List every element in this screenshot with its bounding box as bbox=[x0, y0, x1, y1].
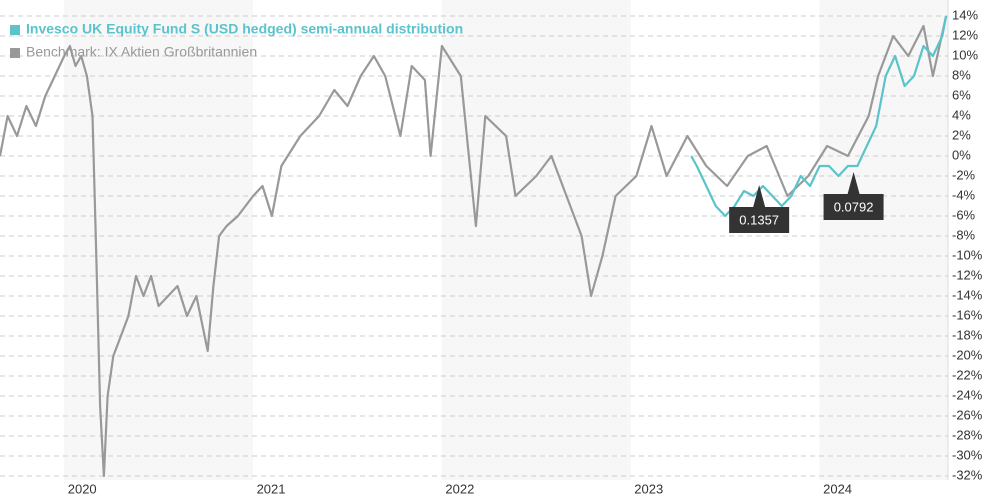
y-tick-label: -16% bbox=[952, 307, 983, 322]
annotation-label: 0.1357 bbox=[739, 212, 779, 227]
y-tick-label: -4% bbox=[952, 187, 976, 202]
y-tick-label: 4% bbox=[952, 107, 971, 122]
y-tick-label: -26% bbox=[952, 407, 983, 422]
x-tick-label: 2021 bbox=[257, 481, 286, 496]
legend-swatch bbox=[10, 48, 20, 58]
y-tick-label: 6% bbox=[952, 87, 971, 102]
y-tick-label: 8% bbox=[952, 67, 971, 82]
y-tick-label: -2% bbox=[952, 167, 976, 182]
y-tick-label: -8% bbox=[952, 227, 976, 242]
y-tick-label: -32% bbox=[952, 467, 983, 482]
series-line bbox=[0, 15, 948, 478]
y-tick-label: 2% bbox=[952, 127, 971, 142]
annotation-box bbox=[729, 207, 790, 233]
y-tick-label: -30% bbox=[952, 447, 983, 462]
x-tick-label: 2022 bbox=[445, 481, 474, 496]
y-tick-label: -22% bbox=[952, 367, 983, 382]
annotation-pointer bbox=[847, 172, 860, 194]
y-tick-label: -18% bbox=[952, 327, 983, 342]
y-tick-label: -10% bbox=[952, 247, 983, 262]
y-tick-label: -28% bbox=[952, 427, 983, 442]
annotation-label: 0.0792 bbox=[834, 199, 874, 214]
y-tick-label: 10% bbox=[952, 47, 978, 62]
grid: 14% 12% 10% 8% 6% 4% 2% 0% -2% -4% -6% -8% -10% -12% -… bbox=[0, 7, 983, 482]
annotation-box bbox=[823, 194, 884, 220]
y-tick-label: -14% bbox=[952, 287, 983, 302]
year-band bbox=[64, 0, 254, 480]
annotation-pointer bbox=[753, 185, 766, 207]
legend-swatch bbox=[10, 25, 20, 35]
year-bands: 2020 2021 2022 2023 2024 bbox=[64, 0, 949, 496]
legend-label: Invesco UK Equity Fund S (USD hedged) se… bbox=[26, 21, 463, 37]
y-tick-label: 12% bbox=[952, 27, 978, 42]
y-tick-label: -6% bbox=[952, 207, 976, 222]
y-tick-label: 14% bbox=[952, 7, 978, 22]
year-band bbox=[819, 0, 948, 480]
y-tick-label: 0% bbox=[952, 147, 971, 162]
x-tick-label: 2024 bbox=[823, 481, 852, 496]
y-tick-label: -12% bbox=[952, 267, 983, 282]
y-tick-label: -20% bbox=[952, 347, 983, 362]
legend-label: Benchmark: IX Aktien Großbritannien bbox=[26, 44, 257, 60]
annotations: 0.1357 0.0792 bbox=[729, 172, 884, 233]
x-tick-label: 2023 bbox=[634, 481, 663, 496]
year-band bbox=[441, 0, 631, 480]
y-tick-label: -24% bbox=[952, 387, 983, 402]
x-tick-label: 2020 bbox=[68, 481, 97, 496]
legend: Invesco UK Equity Fund S (USD hedged) se… bbox=[10, 21, 463, 60]
